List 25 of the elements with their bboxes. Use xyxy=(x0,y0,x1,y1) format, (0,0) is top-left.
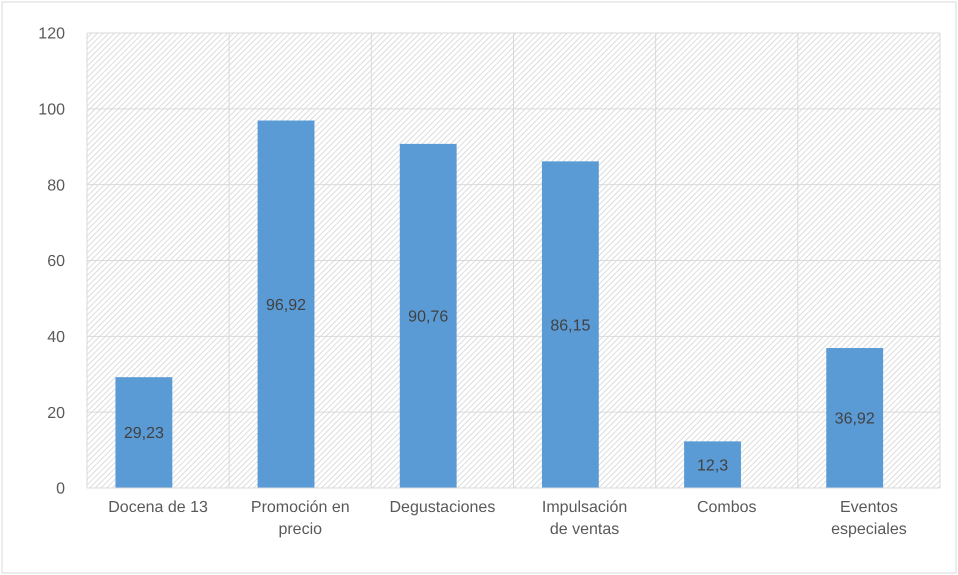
y-tick-label: 80 xyxy=(47,177,66,194)
bar xyxy=(400,144,457,488)
bar xyxy=(542,161,599,488)
y-tick-label: 120 xyxy=(38,26,66,43)
y-tick-label: 40 xyxy=(47,328,66,346)
y-tick-label: 60 xyxy=(47,253,66,270)
x-tick-label: Eventos especiales xyxy=(831,499,907,538)
data-label: 36,92 xyxy=(834,410,875,428)
data-label: 96,92 xyxy=(266,296,306,314)
bar xyxy=(258,120,314,488)
y-tick-label: 0 xyxy=(56,480,66,498)
data-label: 90,76 xyxy=(408,308,448,326)
data-label: 12,3 xyxy=(696,457,728,474)
bar xyxy=(684,441,741,488)
y-tick-label: 20 xyxy=(47,404,66,422)
x-tick-label: Impulsación de ventas xyxy=(542,499,628,538)
x-tick-label: Promoción en precio xyxy=(250,499,350,538)
data-label: 86,15 xyxy=(550,317,590,334)
x-tick-label: Docena de 13 xyxy=(108,499,208,516)
y-tick-label: 100 xyxy=(38,101,66,118)
bar xyxy=(115,377,172,488)
data-label: 29,23 xyxy=(124,425,164,442)
bar xyxy=(826,348,884,488)
x-tick-label: Degustaciones xyxy=(389,499,496,516)
x-tick-label: Combos xyxy=(696,499,757,516)
